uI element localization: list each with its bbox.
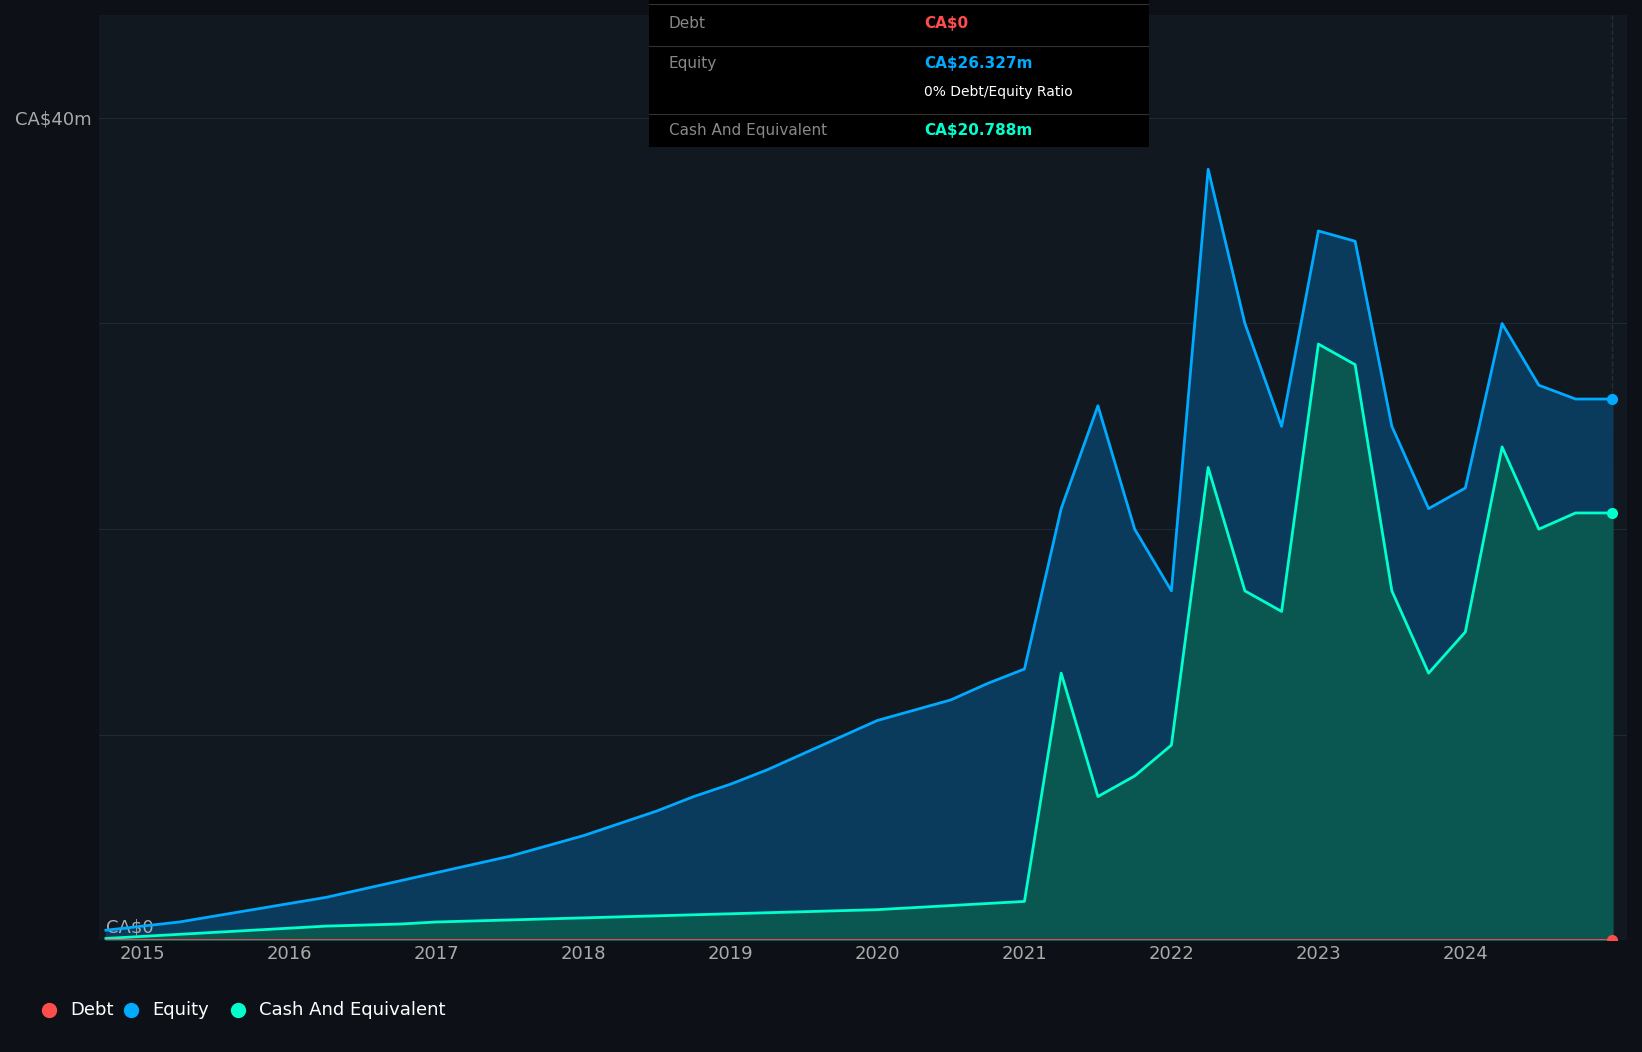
Text: 0% Debt/Equity Ratio: 0% Debt/Equity Ratio [924, 85, 1072, 99]
Text: CA$26.327m: CA$26.327m [924, 56, 1033, 72]
Text: Cash And Equivalent: Cash And Equivalent [668, 123, 828, 138]
Text: CA$20.788m: CA$20.788m [924, 123, 1033, 138]
Text: Debt: Debt [668, 17, 706, 32]
Text: CA$0: CA$0 [924, 17, 969, 32]
Text: Equity: Equity [668, 56, 718, 72]
Text: CA$0: CA$0 [107, 918, 154, 936]
Text: Debt: Debt [69, 1000, 113, 1019]
Text: Equity: Equity [151, 1000, 209, 1019]
Text: Cash And Equivalent: Cash And Equivalent [259, 1000, 445, 1019]
